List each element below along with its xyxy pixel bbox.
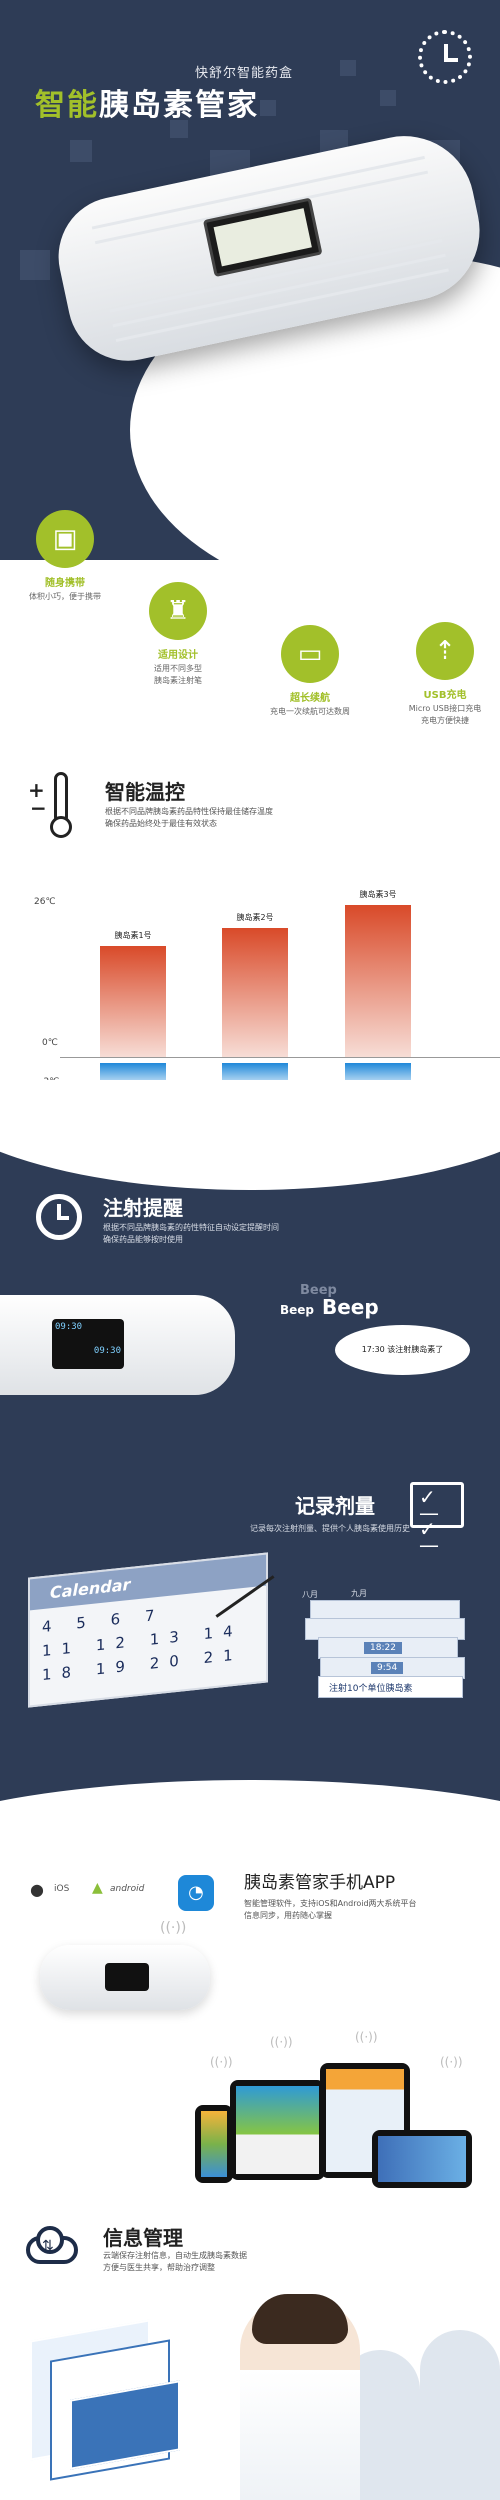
alarm-clock-icon — [32, 1188, 86, 1244]
android-icon: ▲ — [92, 1880, 103, 1896]
app-title: 胰岛素管家手机APP — [244, 1873, 396, 1893]
feature-title: 适用设计 — [158, 650, 198, 661]
wifi-icon: ((·)) — [440, 2055, 463, 2069]
record-caption-card: 注射10个单位胰岛素 — [318, 1676, 463, 1698]
temp-bar — [100, 945, 166, 1057]
temp-bar — [345, 905, 411, 1057]
feature-title: USB充电 — [423, 690, 467, 701]
device-reminder-screen: 09:30 09:30 — [52, 1319, 124, 1369]
feature-desc: Micro USB接口充电 充电方便快捷 — [408, 704, 482, 725]
temp-chart: 胰岛素1号 胰岛素2号 胰岛素3号 — [0, 0, 500, 1110]
phone-landscape-image — [372, 2130, 472, 2188]
person-icon: ♜ — [149, 582, 207, 640]
record-time: 18:22 — [364, 1642, 402, 1654]
beep-text-1: Beep — [300, 1283, 337, 1298]
info-desc: 云端保存注射信息，自动生成胰岛素数据 方便与医生共享，帮助治疗调整 — [103, 2251, 247, 2272]
beep-text-2: Beep — [280, 1303, 315, 1317]
temp-bar-low — [345, 1063, 411, 1085]
screen-line1: 09:30 — [55, 1322, 83, 1332]
record-card: 9:54 — [320, 1657, 465, 1679]
reminder-title: 注射提醒 — [103, 1196, 183, 1220]
beep-text-3: Beep — [322, 1295, 379, 1319]
usb-icon: ⇡ — [416, 622, 474, 680]
record-card: 18:22 — [318, 1637, 458, 1659]
device-app-screen — [105, 1963, 149, 1991]
hero-description: 智能温控模块使胰岛素始终保持最佳注射温度，延缓药物最佳有效，注射过程全记录，用药… — [150, 463, 480, 491]
record-caption: 注射10个单位胰岛素 — [329, 1684, 413, 1694]
temp-bar-low — [100, 1063, 166, 1085]
os-ios: iOS — [54, 1884, 70, 1894]
record-card: 九月 — [310, 1589, 460, 1620]
cloud-sync-icon: ⇅ — [22, 2222, 82, 2268]
feature-desc: 适用不同多型 胰岛素注射笔 — [154, 664, 202, 685]
wifi-icon: ((·)) — [160, 1920, 187, 1936]
tablet-image — [230, 2080, 325, 2180]
wifi-icon: ((·)) — [355, 2030, 378, 2044]
checklist-icon: ✓— ✓— — [410, 1482, 464, 1555]
stack-label: 八月 — [302, 1590, 318, 1599]
feature-battery: ▭ 超长续航 充电一次续航可达数周 — [250, 625, 370, 718]
reminder-desc: 根据不同品牌胰岛素的药性特征自动设定提醒时间 确保药品能够按时使用 — [103, 1223, 279, 1244]
device-app — [40, 1945, 210, 2010]
dark-top-curve — [0, 1080, 500, 1190]
dark-section — [0, 1110, 500, 1860]
record-time: 9:54 — [371, 1662, 404, 1674]
bar-label: 胰岛素1号 — [114, 930, 152, 940]
stack-label: 九月 — [351, 1589, 367, 1598]
background-person — [420, 2330, 500, 2500]
feature-title: 超长续航 — [290, 693, 330, 704]
phone-image — [195, 2105, 233, 2183]
feature-title: 随身携带 — [45, 578, 85, 589]
battery-icon: ▭ — [281, 625, 339, 683]
record-title: 记录剂量 — [295, 1494, 375, 1518]
dark-bottom-curve — [0, 1780, 500, 1940]
bar-label: 胰岛素3号 — [359, 890, 397, 899]
apple-icon: ● — [30, 1880, 44, 1899]
device-reminder: 09:30 09:30 — [0, 1295, 235, 1395]
zero-axis — [60, 1057, 500, 1058]
hero-title: 智能胰岛素管家 — [35, 80, 259, 124]
temp-bar — [222, 928, 288, 1057]
temp-title: 智能温控 — [105, 780, 185, 804]
record-desc: 记录每次注射剂量、提供个人胰岛素使用历史 — [250, 1524, 410, 1533]
bar-label: 胰岛素2号 — [236, 913, 274, 923]
feature-portable: ▣ 随身携带 体积小巧，便于携带 — [5, 510, 125, 603]
brand-subtitle: 快舒尔智能药盒 — [195, 66, 294, 81]
thermometer-icon: + − — [28, 772, 88, 842]
os-android: android — [110, 1884, 145, 1894]
y-tick-top: 26℃ — [34, 897, 56, 907]
wifi-icon: ((·)) — [210, 2055, 233, 2069]
reminder-bubble: 17:30 该注射胰岛素了 — [335, 1325, 470, 1375]
temp-bar-low — [222, 1063, 288, 1085]
wifi-icon: ((·)) — [270, 2035, 293, 2049]
bag-icon: ▣ — [36, 510, 94, 568]
app-desc: 智能管理软件，支持iOS和Android两大系统平台 信息同步，用药随心掌握 — [244, 1899, 417, 1920]
hero-title-rest: 胰岛素管家 — [99, 88, 259, 123]
feature-design: ♜ 适用设计 适用不同多型 胰岛素注射笔 — [118, 582, 238, 687]
feature-desc: 体积小巧，便于携带 — [29, 592, 101, 601]
hero-title-highlight: 智能 — [35, 88, 99, 123]
info-title: 信息管理 — [103, 2226, 183, 2250]
app-icon: ◔ — [178, 1875, 214, 1911]
calendar-image: Calendar 4 5 6 7 11 12 13 14 18 19 20 21 — [28, 1552, 268, 1708]
screen-line2: 09:30 — [93, 1346, 121, 1356]
y-tick-zero: 0℃ — [42, 1038, 58, 1048]
feature-desc: 充电一次续航可达数周 — [270, 707, 350, 716]
doctor-image — [240, 2294, 360, 2500]
clock-icon — [418, 30, 472, 84]
temp-desc: 根据不同品牌胰岛素药品特性保持最佳储存温度 确保药品始终处于最佳有效状态 — [105, 807, 273, 828]
feature-usb: ⇡ USB充电 Micro USB接口充电 充电方便快捷 — [385, 622, 500, 727]
